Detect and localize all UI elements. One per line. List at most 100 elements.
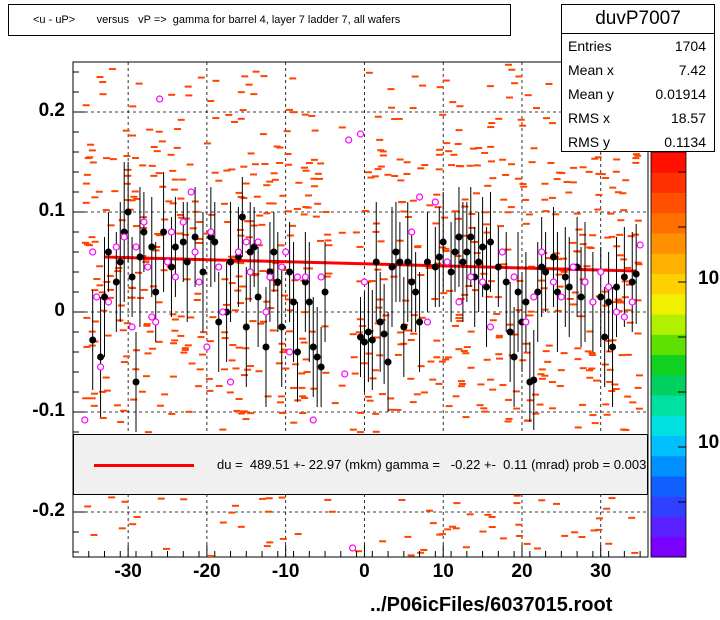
color-scale-cell (651, 374, 686, 396)
scatter-bin (397, 179, 405, 182)
scatter-bin (508, 163, 516, 166)
x-tick-label: -10 (271, 561, 300, 582)
scatter-bin (258, 223, 266, 226)
scatter-bin (278, 496, 286, 499)
scatter-bin (487, 160, 495, 163)
scatter-bin (228, 511, 236, 514)
scatter-bin (308, 330, 316, 333)
scatter-bin (429, 522, 437, 525)
scatter-bin (548, 122, 556, 125)
scatter-bin (454, 142, 462, 145)
scatter-bin (221, 278, 229, 281)
scatter-bin (398, 201, 406, 204)
scatter-bin (526, 314, 534, 317)
scatter-bin (265, 497, 273, 500)
scatter-bin (522, 198, 530, 201)
profile-point (534, 288, 542, 296)
scatter-bin (123, 322, 131, 325)
profile-point (451, 248, 459, 256)
scatter-bin (519, 359, 527, 362)
scatter-bin (255, 370, 263, 373)
scatter-bin (377, 149, 385, 152)
scatter-bin (462, 352, 470, 355)
stats-value: 7.42 (678, 62, 706, 78)
scatter-bin (404, 535, 412, 538)
scatter-bin (161, 218, 169, 221)
scatter-bin (240, 197, 248, 200)
scatter-bin (237, 302, 245, 305)
scatter-bin (528, 265, 536, 268)
scatter-bin (135, 82, 143, 85)
profile-point (479, 243, 487, 251)
profile-point (250, 243, 258, 251)
profile-point (207, 233, 215, 241)
scatter-bin (104, 334, 112, 337)
scatter-bin (149, 285, 157, 288)
profile-point (435, 253, 443, 261)
scatter-bin (113, 404, 121, 407)
scatter-bin (235, 398, 243, 401)
scatter-bin (622, 428, 630, 431)
profile-point (317, 363, 325, 371)
profile-point (628, 278, 636, 286)
scatter-bin (397, 331, 405, 334)
scatter-bin (488, 122, 496, 125)
scatter-bin (624, 395, 632, 398)
scatter-bin (454, 255, 462, 258)
stats-label: Entries (568, 38, 612, 54)
scatter-bin (578, 536, 586, 539)
y-tick-label: 0.2 (38, 100, 65, 121)
scatter-bin (632, 153, 640, 156)
scatter-bin (555, 273, 563, 276)
scatter-bin (91, 289, 99, 292)
scatter-bin (195, 241, 203, 244)
scatter-bin (189, 227, 197, 230)
open-point (301, 273, 309, 281)
scatter-bin (541, 308, 549, 311)
scatter-bin (484, 513, 492, 516)
open-point (498, 248, 506, 256)
open-point (522, 318, 530, 326)
scatter-bin (488, 515, 496, 518)
scatter-bin (487, 280, 495, 283)
open-point (612, 308, 621, 316)
scatter-bin (91, 320, 99, 323)
scatter-bin (131, 157, 139, 160)
scatter-bin (117, 304, 125, 307)
scatter-bin (409, 107, 417, 110)
scatter-bin (338, 384, 346, 387)
open-point (293, 273, 302, 281)
x-tick-label: 10 (432, 561, 454, 582)
open-point (589, 298, 597, 306)
scatter-bin (419, 84, 427, 87)
scatter-bin (259, 269, 267, 272)
scatter-bin (634, 154, 642, 157)
profile-point (191, 233, 199, 241)
profile-point (309, 343, 317, 351)
scatter-bin (614, 191, 622, 194)
scatter-bin (270, 172, 278, 175)
scatter-bin (442, 249, 450, 252)
scatter-bin (284, 298, 292, 301)
stats-value: 0.01914 (655, 86, 706, 102)
scatter-bin (123, 355, 131, 358)
scatter-bin (185, 410, 193, 413)
profile-point (486, 238, 494, 246)
scatter-bin (443, 142, 451, 145)
scatter-bin (390, 275, 398, 278)
scatter-bin (266, 541, 274, 544)
scatter-bin (569, 181, 577, 184)
open-profile-points (81, 95, 644, 552)
scatter-bin (559, 269, 567, 272)
scatter-bin (489, 388, 497, 391)
scatter-bin (122, 129, 130, 132)
y-tick-label: -0.2 (32, 500, 65, 521)
scatter-bin (489, 319, 497, 322)
scatter-bin (483, 358, 491, 361)
scatter-bin (579, 166, 587, 169)
fit-legend: du = 489.51 +- 22.97 (mkm) gamma = -0.22… (73, 434, 648, 495)
profile-point (506, 328, 514, 336)
open-point (349, 544, 357, 552)
scatter-bin (251, 274, 259, 277)
scatter-bin (286, 108, 294, 111)
